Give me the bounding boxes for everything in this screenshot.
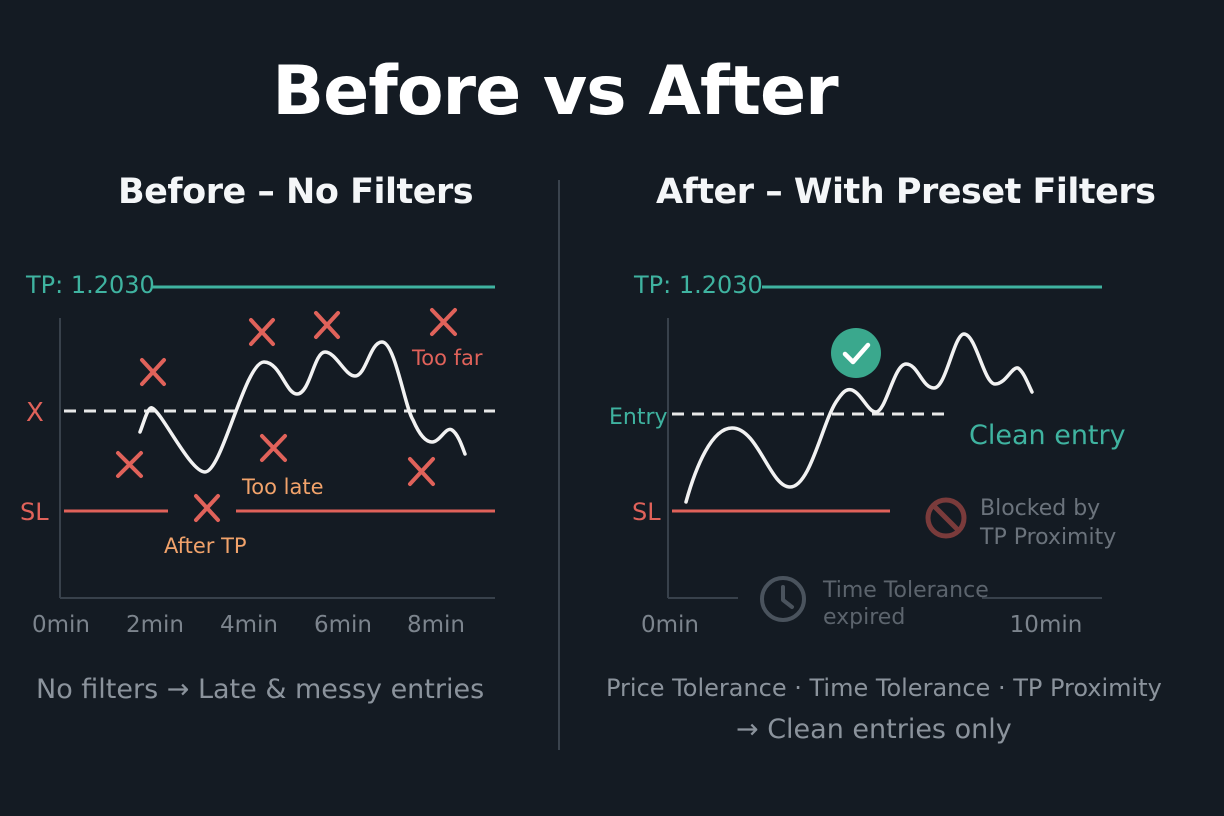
- cross-icon: [249, 318, 275, 346]
- after-sl-label: SL: [632, 498, 661, 526]
- too-late-annotation: Too late: [241, 475, 324, 499]
- before-tp-label: TP: 1.2030: [25, 271, 155, 299]
- time-tolerance-line1: Time Tolerance: [822, 578, 989, 603]
- cross-icon: [140, 358, 166, 386]
- after-tp-annotation: After TP: [164, 534, 247, 558]
- after-price-line: [684, 332, 1034, 504]
- before-entry-label: X: [26, 398, 44, 428]
- clock-icon: [760, 576, 806, 622]
- after-panel-title: After – With Preset Filters: [656, 172, 1156, 212]
- after-caption-result: → Clean entries only: [736, 714, 1012, 745]
- cross-icon: [260, 434, 287, 462]
- before-panel-title: Before – No Filters: [118, 172, 474, 212]
- check-icon: [831, 328, 881, 378]
- before-x-tick: 2min: [126, 612, 184, 638]
- too-far-annotation: Too far: [411, 346, 483, 370]
- after-x-tick: 0min: [641, 612, 699, 638]
- cross-icon: [194, 494, 220, 522]
- clean-entry-label: Clean entry: [969, 420, 1126, 451]
- before-chart: TP: 1.2030 X SL Too f: [20, 271, 495, 638]
- blocked-label-line2: TP Proximity: [979, 525, 1116, 550]
- cross-icon: [430, 308, 457, 336]
- before-x-tick: 0min: [32, 612, 90, 638]
- before-x-tick: 4min: [220, 612, 278, 638]
- cross-icon: [408, 457, 435, 486]
- before-x-tick: 8min: [407, 612, 465, 638]
- time-tolerance-line2: expired: [823, 605, 905, 630]
- before-caption: No filters → Late & messy entries: [36, 674, 485, 705]
- before-x-tick: 6min: [314, 612, 372, 638]
- blocked-label-line1: Blocked by: [980, 496, 1100, 521]
- before-price-line: [138, 340, 467, 474]
- after-chart: TP: 1.2030 Entry SL Clean entry Bloc: [609, 271, 1126, 638]
- cross-icon: [116, 451, 143, 478]
- cross-icon: [314, 311, 340, 339]
- after-caption-filters: Price Tolerance · Time Tolerance · TP Pr…: [606, 674, 1162, 702]
- before-sl-label: SL: [20, 498, 49, 526]
- main-title: Before vs After: [272, 52, 838, 131]
- after-tp-label: TP: 1.2030: [633, 271, 763, 299]
- after-x-tick: 10min: [1010, 612, 1083, 638]
- after-entry-label: Entry: [609, 405, 668, 430]
- blocked-icon: [925, 497, 967, 539]
